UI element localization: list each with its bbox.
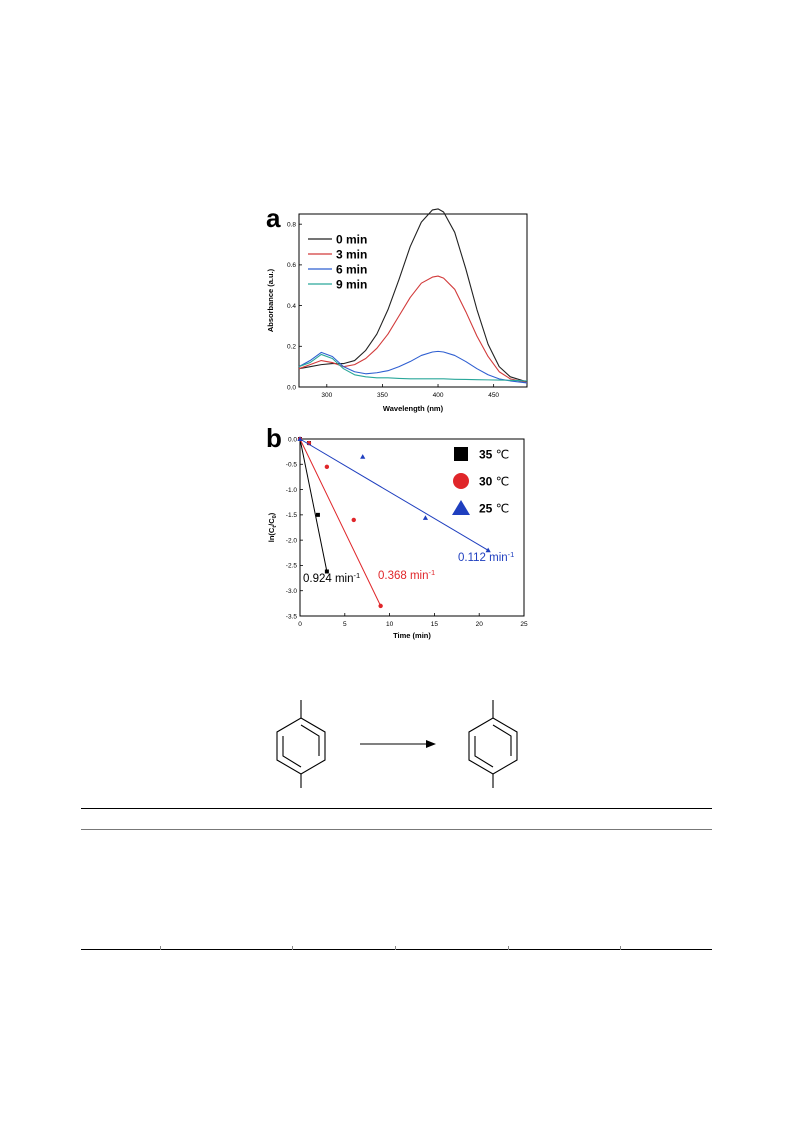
fit-line (299, 438, 489, 551)
x-tick-label: 15 (431, 621, 439, 628)
plot-frame (298, 213, 528, 388)
product-inner-bond-1 (492, 724, 512, 756)
panel-a-letter: a (266, 203, 281, 233)
table-column-tick (160, 946, 161, 950)
series-line (298, 208, 528, 383)
y-axis-label: ln(Ct/C0) (267, 512, 278, 542)
legend-marker (452, 500, 470, 515)
reaction-arrow (360, 740, 436, 748)
series-line (298, 350, 528, 384)
y-tick-label: 0.4 (287, 303, 296, 310)
table-bottom-rule (81, 949, 712, 950)
fit-line (299, 438, 328, 572)
x-tick-label: 20 (476, 621, 484, 628)
figure-panel-a: a 300 350 400 450 0.0 0.2 0.4 0.6 0.8 Wavelength … (262, 205, 532, 420)
y-tick-label: -1.5 (286, 512, 298, 519)
data-point (315, 512, 320, 517)
reactant-molecule (276, 700, 326, 788)
y-tick-label: -2.5 (286, 563, 298, 570)
data-point (297, 436, 303, 441)
y-tick-label: 0.2 (287, 344, 296, 351)
product-benzene-ring (468, 717, 518, 775)
data-point (360, 454, 366, 459)
rate-constant-label: 0.924 min-1 (303, 571, 360, 585)
data-point (351, 517, 356, 523)
x-axis-label: Time (min) (393, 631, 431, 640)
table-header-rule (81, 829, 712, 830)
y-axis-label: Absorbance (a.u.) (266, 268, 275, 332)
x-tick-label: 5 (343, 621, 347, 628)
x-tick-label: 400 (433, 392, 444, 399)
panel-b-letter: b (266, 423, 282, 453)
data-point (422, 515, 429, 520)
legend-label: 6 min (336, 263, 367, 277)
data-point (485, 547, 491, 553)
absorbance-chart: 300 350 400 450 0.0 0.2 0.4 0.6 0.8 Wavelength (n… (266, 208, 528, 413)
legend-label: 9 min (336, 278, 367, 292)
product-molecule (468, 700, 518, 788)
y-tick-label: 0.0 (287, 384, 296, 391)
kinetics-chart: 0 5 10 15 20 25 0.0 -0.5 -1.0 -1.5 -2.0 -2.5 -3.0 -3.… (267, 436, 528, 640)
data-point (324, 464, 330, 470)
legend-marker (453, 473, 469, 489)
x-tick-label: 450 (488, 392, 499, 399)
reactant-benzene-ring (276, 717, 326, 775)
product-inner-bond-2 (474, 736, 494, 768)
plot-frame (299, 438, 525, 617)
data-point (378, 603, 383, 609)
y-tick-label: -0.5 (286, 462, 298, 469)
y-tick-label: -1.0 (286, 487, 298, 494)
legend-label: 35 ℃ (479, 448, 509, 462)
x-tick-label: 25 (520, 621, 528, 628)
y-tick-label: 0.0 (288, 436, 297, 443)
legend-label: 25 ℃ (479, 502, 509, 516)
reaction-scheme (276, 700, 518, 788)
table-top-rule (81, 808, 712, 809)
table-column-tick (620, 946, 621, 950)
y-tick-label: -3.0 (286, 588, 298, 595)
x-axis-label: Wavelength (nm) (383, 404, 444, 413)
legend-label: 3 min (336, 248, 367, 262)
x-tick-label: 10 (386, 621, 394, 628)
x-tick-label: 300 (321, 392, 332, 399)
reactant-inner-bond-2 (282, 736, 302, 768)
table-column-tick (508, 946, 509, 950)
reactant-inner-bond-1 (300, 724, 320, 756)
series-line (298, 275, 528, 384)
table-column-tick (395, 946, 396, 950)
y-tick-label: 0.6 (287, 262, 296, 269)
rate-constant-label: 0.368 min-1 (378, 568, 435, 582)
legend-marker (454, 447, 468, 461)
series-line (298, 353, 528, 382)
legend-label: 30 ℃ (479, 475, 509, 489)
table-column-tick (292, 946, 293, 950)
y-tick-label: -3.5 (286, 613, 298, 620)
x-tick-label: 0 (298, 621, 302, 628)
figure-panel-b: b 0 5 10 15 20 25 0.0 -0.5 -1.0 -1.5 -2.0 -2.5 -3.0 -… (262, 425, 532, 645)
legend-label: 0 min (336, 233, 367, 247)
x-tick-label: 350 (377, 392, 388, 399)
fit-line (299, 438, 382, 607)
rate-constant-label: 0.112 min-1 (458, 550, 514, 564)
y-tick-label: 0.8 (287, 221, 296, 228)
data-point (324, 569, 329, 574)
y-tick-label: -2.0 (286, 537, 298, 544)
